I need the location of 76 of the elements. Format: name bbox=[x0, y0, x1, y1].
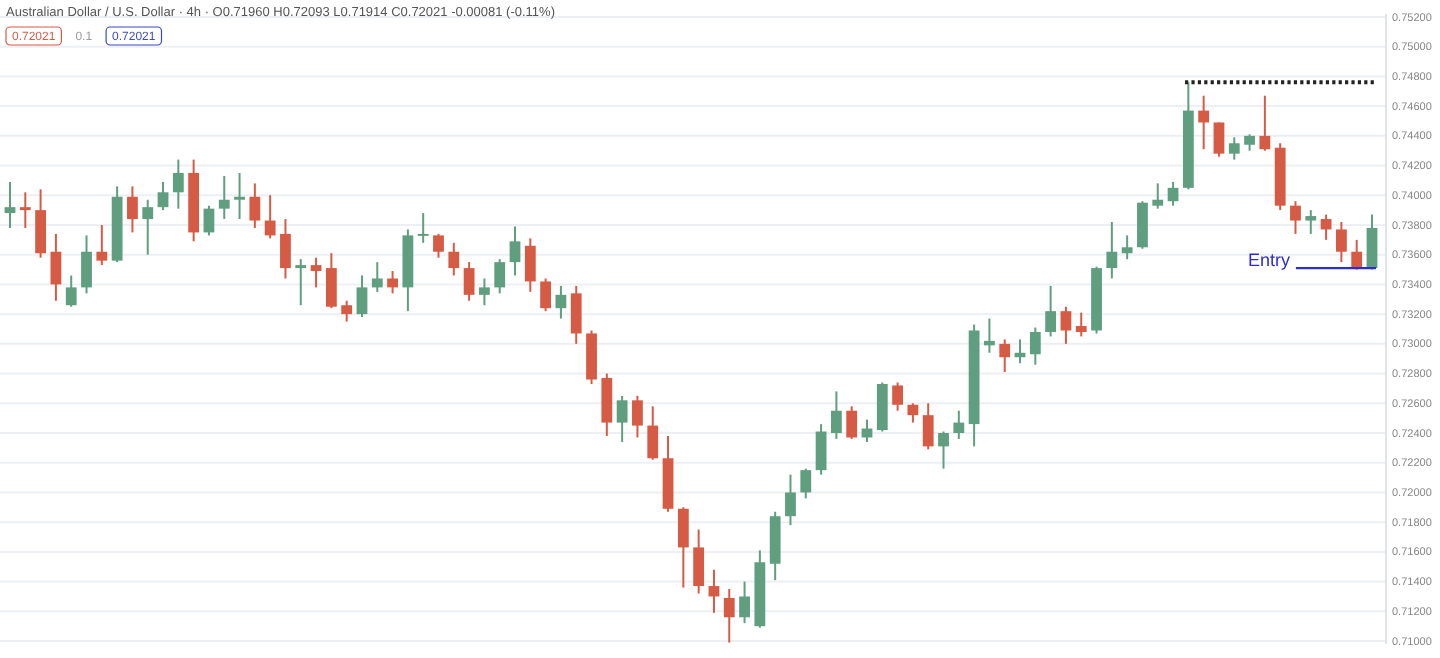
candlestick bbox=[172, 158, 184, 210]
candlestick bbox=[830, 390, 842, 440]
candlestick bbox=[1060, 305, 1072, 345]
candlestick bbox=[800, 467, 812, 500]
candlestick bbox=[127, 185, 138, 234]
candlestick bbox=[433, 232, 444, 259]
candlestick bbox=[892, 381, 903, 412]
candlestick bbox=[907, 402, 919, 424]
candlestick bbox=[310, 256, 322, 289]
candlestick bbox=[984, 317, 995, 354]
candlestick bbox=[417, 212, 429, 244]
candlestick bbox=[295, 258, 307, 307]
candlestick bbox=[157, 180, 169, 212]
candlestick bbox=[96, 223, 108, 267]
candlestick bbox=[1366, 213, 1378, 271]
candlestick bbox=[1137, 200, 1148, 250]
candlestick bbox=[1335, 221, 1347, 264]
candlestick bbox=[570, 284, 582, 345]
candlestick bbox=[999, 338, 1011, 374]
candlestick bbox=[356, 274, 368, 319]
candlestick bbox=[524, 237, 536, 293]
candlestick bbox=[1029, 326, 1041, 366]
candlestick bbox=[769, 510, 781, 582]
candlestick bbox=[876, 381, 888, 433]
candlestick bbox=[586, 329, 597, 385]
candlestick bbox=[19, 191, 31, 229]
candlestick bbox=[785, 473, 796, 527]
candlestick bbox=[35, 188, 47, 259]
candlestick bbox=[479, 277, 490, 307]
candlestick bbox=[632, 394, 643, 439]
candlestick bbox=[1259, 94, 1271, 152]
candlestick bbox=[1305, 209, 1317, 235]
candlestick bbox=[249, 182, 261, 229]
candlestick bbox=[1075, 311, 1087, 338]
candlestick bbox=[65, 274, 77, 308]
candlestick bbox=[1351, 238, 1363, 271]
candlestick bbox=[494, 258, 506, 295]
candlestick bbox=[218, 174, 230, 221]
candlestick bbox=[815, 423, 827, 476]
candlestick bbox=[1290, 200, 1301, 235]
candlestick bbox=[264, 194, 276, 240]
candlestick bbox=[280, 218, 291, 280]
candlestick bbox=[693, 528, 705, 595]
candlestick bbox=[616, 394, 628, 443]
candlestick bbox=[371, 261, 383, 293]
candlestick bbox=[387, 270, 398, 295]
candlestick bbox=[325, 252, 337, 310]
candlestick bbox=[509, 225, 521, 277]
candlestick bbox=[1228, 136, 1240, 161]
candlestick bbox=[341, 299, 353, 323]
candlestick bbox=[1121, 234, 1133, 261]
candlestick bbox=[540, 277, 552, 313]
candlestick bbox=[723, 588, 735, 644]
candlestick bbox=[1198, 94, 1210, 151]
candlestick bbox=[463, 261, 475, 302]
candlestick bbox=[1045, 284, 1057, 338]
candlestick bbox=[938, 430, 949, 470]
candlestick bbox=[953, 409, 965, 440]
candlestick bbox=[846, 405, 858, 440]
candlestick bbox=[448, 241, 460, 277]
candlestick bbox=[4, 180, 16, 229]
candlestick bbox=[647, 405, 659, 461]
candlestick bbox=[1106, 221, 1118, 280]
candlestick bbox=[50, 232, 62, 302]
candlestick bbox=[1213, 121, 1225, 158]
candlestick bbox=[1167, 180, 1179, 207]
candlestick bbox=[81, 234, 92, 295]
candlestick bbox=[601, 372, 613, 437]
candlestick bbox=[142, 198, 154, 256]
ref-line-label: Entry bbox=[1247, 250, 1291, 271]
candlestick bbox=[555, 284, 567, 320]
candlestick bbox=[677, 506, 689, 589]
candlestick bbox=[1152, 182, 1164, 210]
candlestick bbox=[739, 580, 750, 625]
candlestick bbox=[922, 402, 934, 451]
candlestick bbox=[234, 171, 245, 221]
